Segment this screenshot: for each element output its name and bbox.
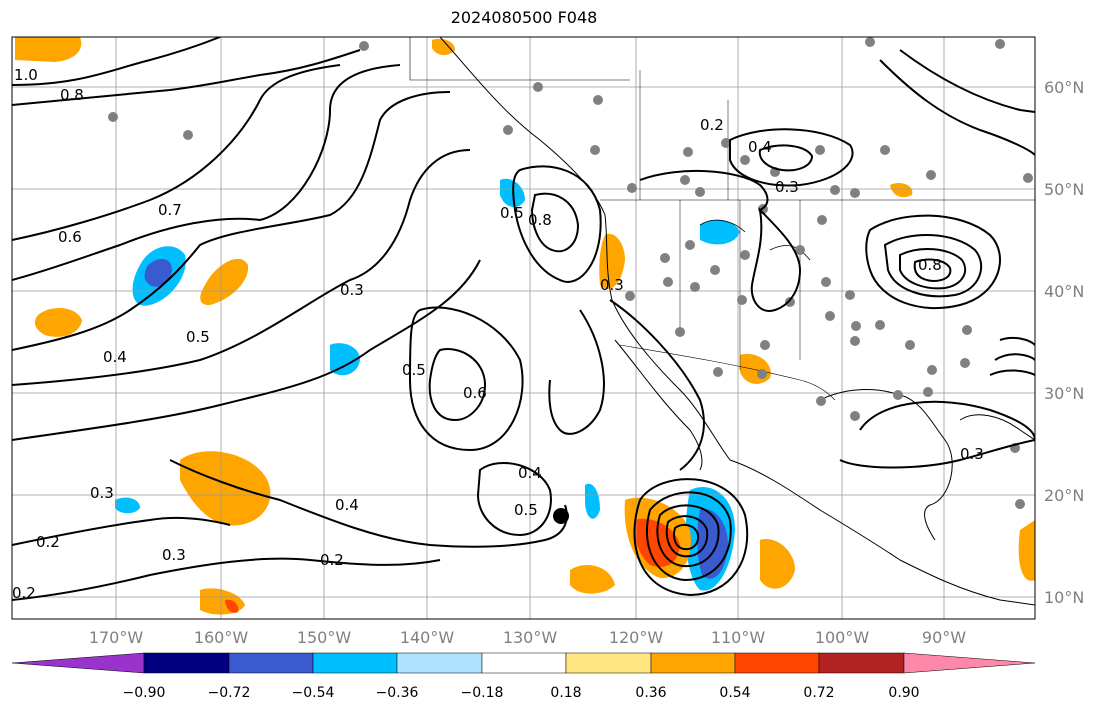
lat-label-50: 50°N bbox=[1044, 180, 1084, 199]
contour-label: 0.3 bbox=[600, 276, 624, 294]
contour-label: 0.3 bbox=[340, 281, 364, 299]
contour-label: 0.7 bbox=[158, 201, 182, 219]
colorbar-tick-label: −0.72 bbox=[208, 685, 251, 701]
contour-label: 0.8 bbox=[918, 256, 942, 274]
colorbar-bin-7 bbox=[650, 652, 736, 674]
lon-label-100w: 100°W bbox=[815, 628, 870, 647]
colorbar-bin-10 bbox=[903, 652, 1036, 674]
lat-label-10: 10°N bbox=[1044, 588, 1084, 607]
latitude-labels: 60°N 50°N 40°N 30°N 20°N 10°N bbox=[1044, 78, 1084, 607]
contour-label: 0.5 bbox=[402, 361, 426, 379]
fill-patch bbox=[740, 353, 771, 384]
plot-frame bbox=[11, 36, 1036, 620]
contour-label: 0.3 bbox=[960, 445, 984, 463]
contour-label: 0.5 bbox=[186, 328, 210, 346]
fill-patch bbox=[225, 599, 239, 613]
lon-label-130w: 130°W bbox=[503, 628, 558, 647]
lon-label-90w: 90°W bbox=[922, 628, 966, 647]
colorbar-bin-5 bbox=[481, 652, 567, 674]
colorbar-tick-label: −0.90 bbox=[123, 685, 166, 701]
fill-patch bbox=[115, 497, 140, 514]
colorbar-tick-label: 0.90 bbox=[888, 685, 919, 701]
fill-patch bbox=[585, 483, 600, 519]
longitude-labels: 170°W 160°W 150°W 140°W 130°W 120°W 110°… bbox=[89, 628, 966, 647]
lon-label-140w: 140°W bbox=[400, 628, 455, 647]
lon-label-150w: 150°W bbox=[297, 628, 352, 647]
contour-label: 0.2 bbox=[12, 584, 36, 602]
fill-patch bbox=[760, 539, 795, 589]
contour-label: 0.2 bbox=[36, 533, 60, 551]
fill-patch bbox=[700, 219, 740, 245]
contour-label: 0.6 bbox=[463, 384, 487, 402]
contour-label: 0.2 bbox=[320, 551, 344, 569]
colorbar-tick-label: 0.18 bbox=[550, 685, 581, 701]
fill-patch bbox=[15, 37, 82, 62]
fill-patch bbox=[599, 233, 625, 289]
map-title: 2024080500 F048 bbox=[450, 8, 598, 27]
contour-label: 0.5 bbox=[500, 204, 524, 222]
contour-lines bbox=[12, 37, 1035, 601]
colorbar-tick-label: 0.36 bbox=[635, 685, 666, 701]
storm-center-marker bbox=[553, 508, 569, 524]
coastlines bbox=[409, 37, 1035, 606]
graticule bbox=[12, 37, 1035, 619]
colorbar bbox=[11, 652, 1036, 674]
lat-label-30: 30°N bbox=[1044, 384, 1084, 403]
colorbar-bin-1 bbox=[143, 652, 230, 674]
contour-label: 0.8 bbox=[60, 86, 84, 104]
contour-label-group: 1.0 0.8 0.7 0.6 0.5 0.4 0.3 0.2 0.3 0.2 … bbox=[12, 66, 984, 602]
lat-label-20: 20°N bbox=[1044, 486, 1084, 505]
lon-label-120w: 120°W bbox=[609, 628, 664, 647]
colorbar-tick-label: 0.54 bbox=[719, 685, 750, 701]
colorbar-bin-2 bbox=[228, 652, 314, 674]
fill-patch bbox=[432, 38, 455, 56]
lon-label-110w: 110°W bbox=[711, 628, 766, 647]
colorbar-bin-0 bbox=[11, 652, 145, 674]
fill-patch bbox=[200, 258, 249, 306]
contour-label: 0.4 bbox=[518, 464, 542, 482]
fill-patch bbox=[890, 183, 913, 198]
colorbar-bin-3 bbox=[312, 652, 398, 674]
contour-label: 1.0 bbox=[14, 66, 38, 84]
contour-label: 0.4 bbox=[335, 496, 359, 514]
contour-label: 0.4 bbox=[748, 138, 772, 156]
fill-patch bbox=[144, 258, 172, 287]
colorbar-tick-label: −0.18 bbox=[461, 685, 504, 701]
colorbar-tick-label: 0.72 bbox=[803, 685, 834, 701]
colorbar-ticks: −0.90 −0.72 −0.54 −0.36 −0.18 0.18 0.36 … bbox=[123, 685, 920, 701]
colorbar-bin-6 bbox=[565, 652, 652, 674]
station-markers bbox=[108, 37, 1033, 509]
contour-label: 0.3 bbox=[162, 546, 186, 564]
contour-label: 0.8 bbox=[528, 211, 552, 229]
colorbar-bin-4 bbox=[396, 652, 483, 674]
lon-label-160w: 160°W bbox=[194, 628, 249, 647]
fill-patch bbox=[1018, 520, 1035, 581]
lat-label-60: 60°N bbox=[1044, 78, 1084, 97]
contour-label: 0.3 bbox=[90, 484, 114, 502]
contour-label: 0.5 bbox=[514, 501, 538, 519]
colorbar-tick-label: −0.54 bbox=[292, 685, 335, 701]
contour-label: 0.6 bbox=[58, 228, 82, 246]
lat-label-40: 40°N bbox=[1044, 282, 1084, 301]
colorbar-bin-8 bbox=[734, 652, 820, 674]
lon-label-170w: 170°W bbox=[89, 628, 144, 647]
fill-patch bbox=[570, 565, 615, 594]
fill-patch bbox=[634, 518, 680, 567]
fill-patch bbox=[180, 451, 271, 526]
contour-label: 0.4 bbox=[103, 348, 127, 366]
colorbar-bin-9 bbox=[818, 652, 905, 674]
fill-patch bbox=[200, 588, 245, 615]
contour-label: 0.2 bbox=[700, 116, 724, 134]
contour-label: 0.3 bbox=[775, 178, 799, 196]
colorbar-tick-label: −0.36 bbox=[376, 685, 419, 701]
fill-patch bbox=[330, 343, 360, 376]
fill-patch bbox=[34, 308, 82, 337]
